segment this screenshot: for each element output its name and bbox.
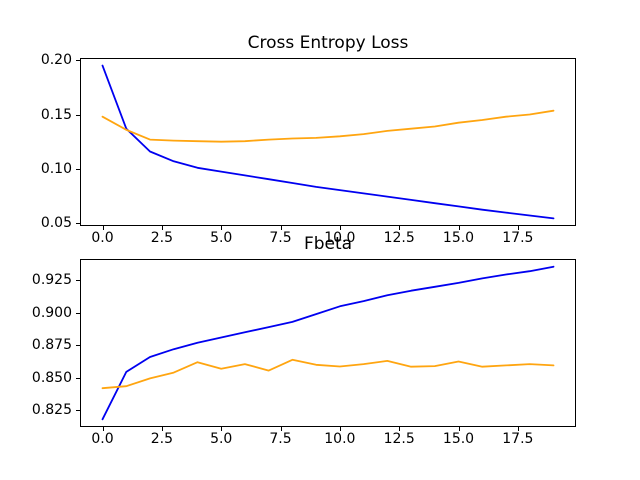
x-tick-label: 5.0 [210, 230, 233, 246]
y-tick-mark [76, 313, 80, 314]
x-tick-mark [518, 226, 519, 230]
x-tick-label: 5.0 [210, 431, 233, 447]
x-tick-mark [103, 226, 104, 230]
axes-spines [80, 58, 576, 226]
y-tick-mark [76, 345, 80, 346]
x-tick-mark [518, 427, 519, 431]
chart-title-cross-entropy-loss: Cross Entropy Loss [247, 33, 409, 53]
series-line-orange [101, 358, 555, 390]
x-tick-label: 7.5 [269, 230, 292, 246]
x-tick-mark [162, 427, 163, 431]
y-tick-label: 0.825 [31, 402, 72, 419]
x-tick-label: 10.0 [324, 431, 356, 447]
y-tick-mark [76, 223, 80, 224]
series-line-blue [101, 265, 555, 421]
x-tick-mark [281, 226, 282, 230]
x-tick-label: 15.0 [442, 230, 475, 246]
x-tick-label: 0.0 [91, 230, 114, 246]
x-tick-mark [459, 226, 460, 230]
y-tick-label: 0.925 [31, 272, 72, 289]
axes-spines [80, 259, 576, 427]
y-tick-label: 0.900 [31, 304, 72, 321]
y-tick-label: 0.850 [31, 369, 72, 386]
x-tick-mark [221, 226, 222, 230]
y-tick-label: 0.10 [40, 160, 72, 177]
y-tick-label: 0.20 [40, 52, 72, 69]
x-tick-mark [221, 427, 222, 431]
x-tick-mark [459, 427, 460, 431]
x-tick-label: 17.5 [502, 230, 534, 246]
y-tick-label: 0.875 [31, 337, 72, 354]
y-tick-mark [76, 280, 80, 281]
x-tick-label: 17.5 [502, 431, 534, 447]
x-tick-mark [399, 427, 400, 431]
series-line-blue [101, 64, 555, 220]
x-tick-label: 10.0 [324, 230, 356, 246]
x-tick-label: 15.0 [442, 431, 475, 447]
x-tick-label: 0.0 [91, 431, 114, 447]
y-tick-label: 0.05 [40, 215, 72, 232]
x-tick-mark [340, 427, 341, 431]
x-tick-mark [281, 427, 282, 431]
x-tick-mark [399, 226, 400, 230]
chart-title-fbeta: Fbeta [303, 234, 353, 254]
y-tick-mark [76, 378, 80, 379]
x-tick-label: 2.5 [150, 230, 173, 246]
x-tick-label: 2.5 [150, 431, 173, 447]
y-tick-mark [76, 115, 80, 116]
x-tick-label: 12.5 [383, 431, 415, 447]
axes-area [80, 58, 576, 226]
x-tick-label: 12.5 [383, 230, 415, 246]
x-tick-mark [103, 427, 104, 431]
y-tick-label: 0.15 [40, 106, 72, 123]
x-tick-mark [340, 226, 341, 230]
axes-area [80, 259, 576, 427]
y-tick-mark [76, 60, 80, 61]
series-line-orange [101, 109, 555, 143]
y-tick-mark [76, 410, 80, 411]
x-tick-label: 7.5 [269, 431, 292, 447]
x-tick-mark [162, 226, 163, 230]
y-tick-mark [76, 169, 80, 170]
